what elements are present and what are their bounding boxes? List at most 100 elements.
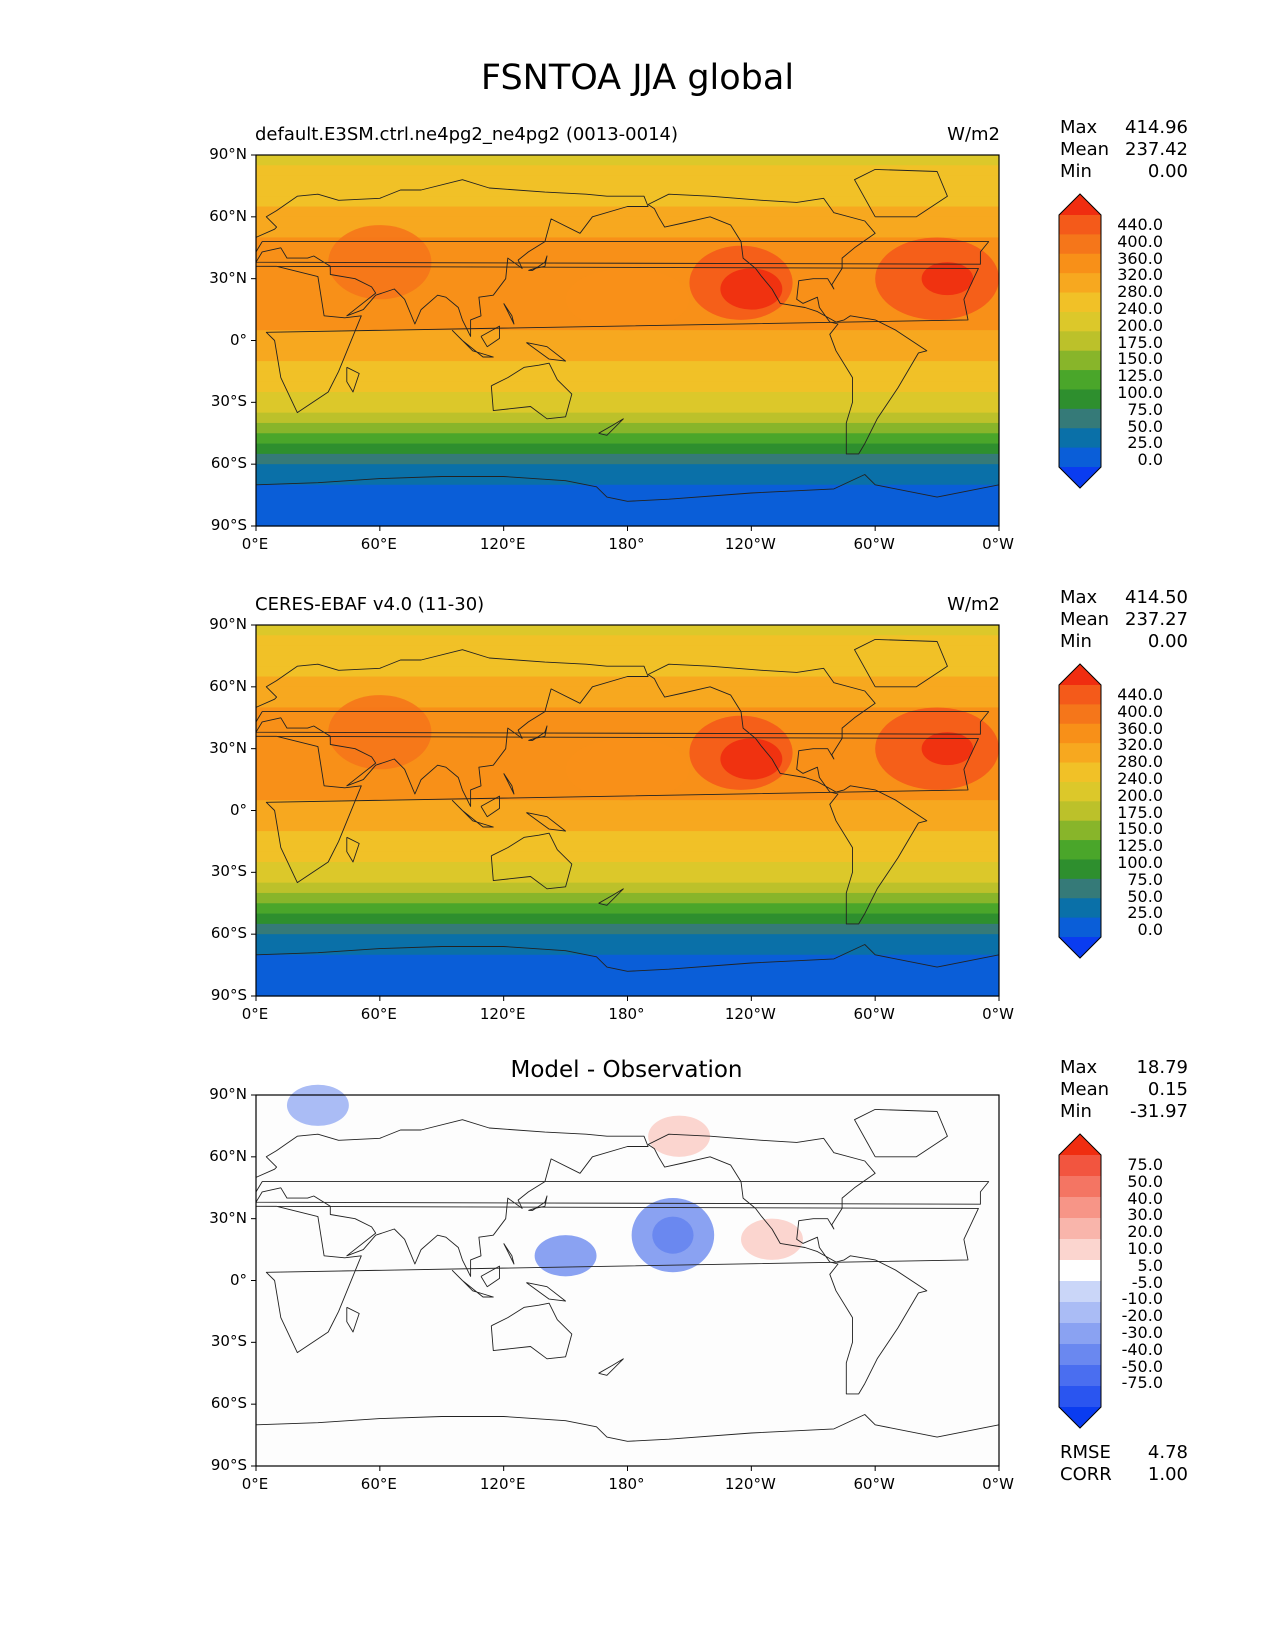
field-band — [256, 484, 999, 496]
colorbar-tick-label: 125.0 — [1117, 366, 1163, 386]
colorbar-band — [1059, 350, 1101, 371]
anomaly-region — [286, 1084, 349, 1126]
field-max-region — [720, 268, 783, 310]
colorbar-band — [1059, 234, 1101, 255]
field-band — [256, 453, 999, 465]
colorbar-band — [1059, 215, 1101, 235]
x-tick-label: 60°E — [360, 535, 397, 553]
colorbar-band — [1059, 1197, 1101, 1219]
field-max-region — [921, 732, 974, 766]
field-band — [256, 923, 999, 935]
colorbar-tick-label: 75.0 — [1127, 1155, 1163, 1174]
y-tick-label: 30°S — [210, 862, 247, 881]
field-band — [256, 841, 999, 853]
colorbar-tick-label: 175.0 — [1117, 332, 1163, 352]
field-band — [256, 820, 999, 832]
colorbar — [1058, 1133, 1102, 1429]
map-plot — [251, 624, 1000, 1001]
field-band — [256, 371, 999, 383]
x-tick-label: 120°W — [724, 1475, 776, 1493]
field-band — [256, 206, 999, 218]
coastline — [255, 735, 979, 884]
x-tick-label: 180° — [608, 1005, 645, 1023]
colorbar-band — [1059, 878, 1101, 899]
y-tick-label: 90°S — [210, 1456, 247, 1474]
stat-min: Min -31.97 — [1060, 1101, 1188, 1122]
colorbar-tick-label: 75.0 — [1127, 869, 1163, 889]
field-band — [256, 831, 999, 843]
field-band — [256, 625, 999, 636]
colorbar-extend-bottom — [1059, 937, 1101, 958]
field-band — [256, 330, 999, 342]
colorbar-svg — [1058, 193, 1102, 489]
x-tick-label: 60°W — [853, 535, 895, 553]
colorbar — [1058, 663, 1102, 959]
y-tick-label: 60°S — [210, 454, 247, 473]
field-band — [256, 872, 999, 884]
field-band — [256, 422, 999, 434]
field-band — [256, 392, 999, 403]
x-tick-label: 120°E — [479, 1005, 526, 1023]
coastline — [451, 1269, 494, 1298]
colorbar-tick-label: 100.0 — [1117, 852, 1163, 872]
field-band — [256, 676, 999, 688]
colorbar-tick-label: 0.0 — [1137, 920, 1163, 940]
stat-corr: CORR 1.00 — [1060, 1464, 1188, 1485]
colorbar-tick-label: -75.0 — [1121, 1373, 1163, 1393]
colorbar-tick-label: 40.0 — [1127, 1188, 1163, 1208]
field-band — [256, 165, 999, 177]
field-band — [256, 495, 999, 506]
colorbar-tick-label: 25.0 — [1127, 433, 1163, 453]
coastline — [526, 812, 567, 832]
coastline — [598, 888, 624, 906]
coastline — [480, 1265, 500, 1288]
colorbar-band — [1059, 1323, 1101, 1345]
colorbar-extend-top — [1059, 194, 1101, 215]
colorbar-band — [1059, 1281, 1101, 1303]
y-tick-label: 90°S — [210, 986, 247, 1004]
field-band — [256, 686, 999, 698]
colorbar-labels: 440.0 400.0 360.0 320.0 280.0 240.0 200.0 175.0… — [1108, 686, 1163, 940]
field-band — [256, 635, 999, 647]
colorbar-band — [1059, 820, 1101, 841]
field-band — [256, 402, 999, 414]
y-tick-label: 30°N — [209, 268, 247, 287]
colorbar-band — [1059, 685, 1101, 705]
coastline — [451, 799, 494, 828]
colorbar-band — [1059, 331, 1101, 352]
colorbar-band — [1059, 1386, 1101, 1408]
coastline — [503, 773, 515, 795]
colorbar-tick-label: 0.0 — [1137, 450, 1163, 470]
field-band — [256, 340, 999, 352]
colorbar-outline — [1058, 1133, 1102, 1429]
coastline — [503, 1243, 515, 1265]
stat-min: Min 0.00 — [1060, 631, 1188, 652]
field-max-region — [565, 738, 690, 801]
x-tick-label: 0°W — [982, 1475, 1014, 1493]
field-band — [256, 227, 999, 239]
colorbar-labels: 75.0 50.0 40.0 30.0 20.0 10.0 5.0 -5.0 -10.0 -20.… — [1108, 1155, 1163, 1393]
y-tick-label: 60°N — [209, 676, 247, 695]
x-tick-label: 120°E — [479, 535, 526, 553]
coastline — [647, 1133, 928, 1395]
colorbar-band — [1059, 1302, 1101, 1324]
y-tick-label: 90°S — [210, 516, 247, 534]
colorbar-band — [1059, 743, 1101, 764]
colorbar-band — [1059, 370, 1101, 390]
field-band — [256, 800, 999, 812]
colorbar-band — [1059, 1260, 1101, 1282]
colorbar-band — [1059, 917, 1101, 938]
colorbar-band — [1059, 1365, 1101, 1387]
colorbar-band — [1059, 859, 1101, 880]
field-band — [256, 443, 999, 455]
colorbar-outline — [1058, 663, 1102, 959]
field-band — [256, 903, 999, 915]
coastline — [255, 474, 1000, 502]
field-band — [256, 175, 999, 187]
panel-units: W/m2 — [947, 594, 1000, 615]
colorbar-tick-label: 360.0 — [1117, 718, 1163, 738]
x-tick-label: 60°E — [360, 1005, 397, 1023]
colorbar-band — [1059, 762, 1101, 783]
field-band — [256, 862, 999, 873]
map-plot — [251, 154, 1000, 531]
